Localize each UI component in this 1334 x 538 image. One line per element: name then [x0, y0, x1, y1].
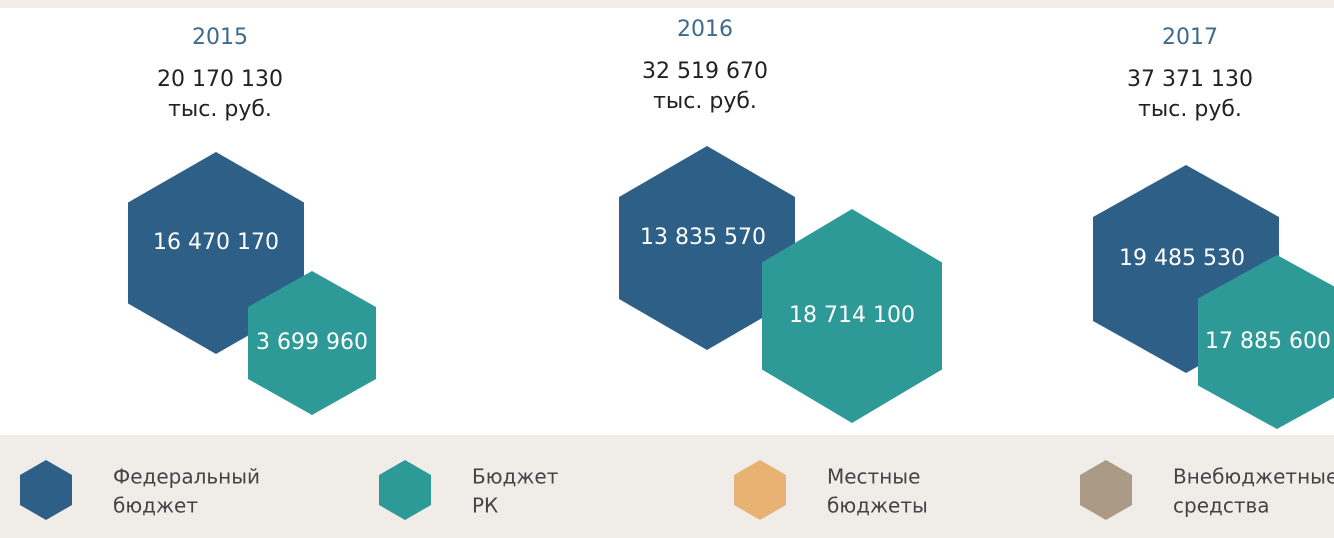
legend-label: средства: [1173, 494, 1270, 518]
hexagon-value: 3 699 960: [256, 330, 368, 355]
legend-label: бюджет: [113, 494, 198, 518]
top-strip: [0, 0, 1334, 8]
hexagon-value: 18 714 100: [789, 303, 915, 328]
unit: тыс. руб.: [1138, 97, 1242, 122]
hexagon-value: 13 835 570: [640, 225, 766, 250]
legend-label: бюджеты: [827, 494, 928, 518]
hexagon: [248, 271, 376, 415]
total: 32 519 670: [642, 59, 768, 84]
hexagon: [734, 460, 786, 520]
unit: тыс. руб.: [653, 89, 757, 114]
hexagon: [619, 146, 795, 350]
hexagon-value: 16 470 170: [153, 230, 279, 255]
hexagon-value: 17 885 600: [1205, 329, 1331, 354]
year: 2016: [677, 17, 733, 42]
year: 2015: [192, 25, 248, 50]
hexagon: [762, 209, 942, 423]
legend-label: Внебюджетные: [1173, 465, 1334, 489]
legend-label: Местные: [827, 465, 920, 489]
hexagon: [1198, 255, 1334, 429]
hexagon: [379, 460, 431, 520]
legend-label: РК: [472, 494, 498, 518]
legend-label: Бюджет: [472, 465, 559, 489]
year: 2017: [1162, 25, 1218, 50]
hexagon: [1080, 460, 1132, 520]
unit: тыс. руб.: [168, 97, 272, 122]
total: 37 371 130: [1127, 67, 1253, 92]
hexagon: [20, 460, 72, 520]
hexagon-value: 19 485 530: [1119, 246, 1245, 271]
total: 20 170 130: [157, 67, 283, 92]
legend-label: Федеральный: [113, 465, 260, 489]
